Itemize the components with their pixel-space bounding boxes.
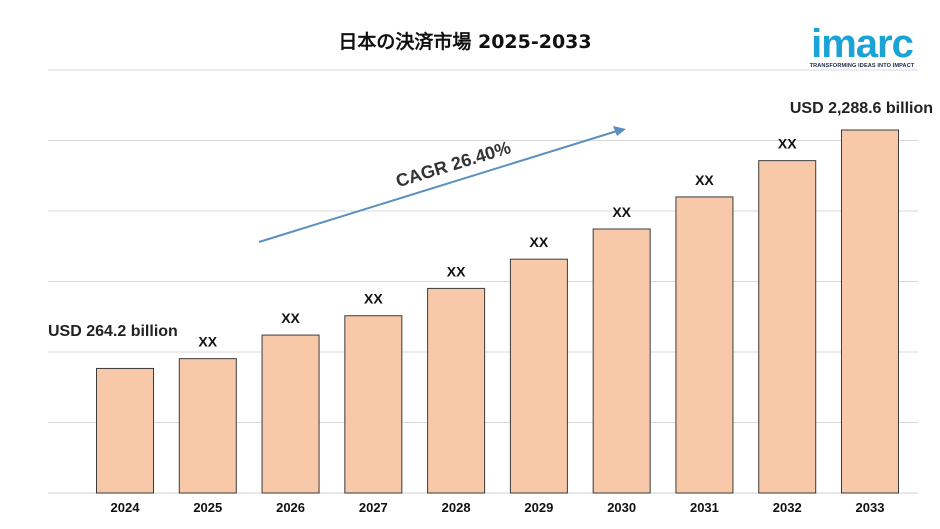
- bar-2026: [261, 334, 320, 494]
- imarc-logo: imarc TRANSFORMING IDEAS INTO IMPACT: [810, 22, 915, 69]
- cagr-label: CAGR 26.40%: [393, 137, 513, 191]
- logo-wordmark: imarc: [811, 22, 913, 66]
- cagr-arrow-head: [613, 126, 626, 136]
- data-label: XX: [612, 204, 631, 220]
- data-labels: XX XX XX XX XX XX XX XX: [198, 136, 797, 350]
- x-tick-label: 2031: [690, 500, 719, 515]
- bar-2029: [509, 258, 568, 494]
- chart-title: 日本の決済市場 2025-2033: [338, 30, 591, 53]
- bar-2032: [758, 160, 817, 494]
- data-label: XX: [198, 334, 217, 350]
- bar-2024: [96, 367, 154, 494]
- cagr-arrow-line: [258, 130, 618, 243]
- data-label: XX: [530, 234, 549, 250]
- data-label: XX: [778, 136, 797, 152]
- x-axis-ticks: 2024 2025 2026 2027 2028 2029 2030 2031 2032 2033: [111, 500, 885, 515]
- first-value-annotation: USD 264.2 billion: [48, 323, 178, 340]
- x-tick-label: 2027: [359, 500, 388, 515]
- x-tick-label: 2030: [607, 500, 636, 515]
- bar-2027: [344, 315, 403, 494]
- bar-2028: [427, 287, 486, 494]
- data-label: XX: [695, 172, 714, 188]
- x-tick-label: 2033: [856, 500, 885, 515]
- x-tick-label: 2025: [193, 500, 222, 515]
- x-tick-label: 2032: [773, 500, 802, 515]
- data-label: XX: [364, 291, 383, 307]
- data-label: XX: [281, 310, 300, 326]
- x-tick-label: 2024: [111, 500, 141, 515]
- bar-2025: [178, 358, 237, 494]
- last-value-annotation: USD 2,288.6 billion: [790, 100, 933, 117]
- x-tick-label: 2028: [442, 500, 471, 515]
- bar-2030: [592, 228, 651, 494]
- bars: [96, 129, 899, 494]
- bar-2031: [675, 196, 734, 494]
- x-tick-label: 2029: [524, 500, 553, 515]
- logo-tagline: TRANSFORMING IDEAS INTO IMPACT: [810, 63, 915, 69]
- data-label: XX: [447, 263, 466, 279]
- bar-2033: [841, 129, 899, 494]
- x-tick-label: 2026: [276, 500, 305, 515]
- cagr-arrow: [258, 126, 626, 243]
